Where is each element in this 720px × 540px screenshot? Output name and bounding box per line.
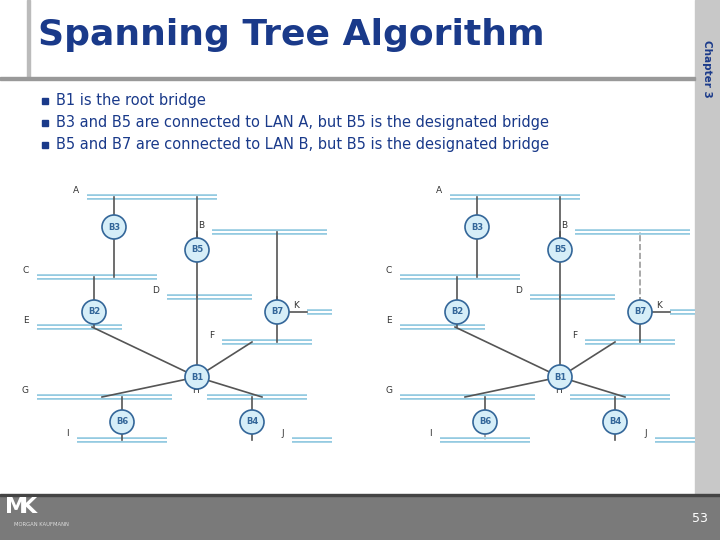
Text: B5 and B7 are connected to LAN B, but B5 is the designated bridge: B5 and B7 are connected to LAN B, but B5… <box>56 137 549 152</box>
Text: B: B <box>198 221 204 230</box>
Text: B4: B4 <box>609 417 621 427</box>
Text: 53: 53 <box>692 511 708 524</box>
Circle shape <box>603 410 627 434</box>
Circle shape <box>185 238 209 262</box>
Circle shape <box>240 410 264 434</box>
Bar <box>0 77 695 80</box>
Text: B6: B6 <box>479 417 491 427</box>
Circle shape <box>445 300 469 324</box>
Text: B3: B3 <box>108 222 120 232</box>
Bar <box>42 98 48 104</box>
Text: I: I <box>66 429 69 438</box>
Text: B5: B5 <box>191 246 203 254</box>
Bar <box>42 120 48 126</box>
Text: G: G <box>22 386 29 395</box>
Text: D: D <box>515 286 522 295</box>
Text: I: I <box>429 429 432 438</box>
Text: B4: B4 <box>246 417 258 427</box>
Text: F: F <box>209 331 214 340</box>
Text: C: C <box>386 266 392 275</box>
Circle shape <box>628 300 652 324</box>
Text: D: D <box>152 286 159 295</box>
Text: B7: B7 <box>271 307 283 316</box>
Text: B3 and B5 are connected to LAN A, but B5 is the designated bridge: B3 and B5 are connected to LAN A, but B5… <box>56 114 549 130</box>
Text: H: H <box>192 386 199 395</box>
Circle shape <box>548 238 572 262</box>
Text: B2: B2 <box>88 307 100 316</box>
Text: B1: B1 <box>554 373 566 381</box>
Text: K: K <box>20 497 37 517</box>
Bar <box>27 0 30 77</box>
Text: K: K <box>293 301 299 310</box>
Text: B7: B7 <box>634 307 646 316</box>
Text: A: A <box>73 186 79 195</box>
Text: B3: B3 <box>471 222 483 232</box>
Text: F: F <box>572 331 577 340</box>
Text: B2: B2 <box>451 307 463 316</box>
Text: B6: B6 <box>116 417 128 427</box>
Bar <box>695 0 720 540</box>
Circle shape <box>473 410 497 434</box>
Circle shape <box>465 215 489 239</box>
Text: MORGAN KAUFMANN: MORGAN KAUFMANN <box>14 523 69 528</box>
Text: B: B <box>561 221 567 230</box>
Text: B1 is the root bridge: B1 is the root bridge <box>56 92 206 107</box>
Text: Chapter 3: Chapter 3 <box>702 40 712 98</box>
Text: J: J <box>644 429 647 438</box>
Text: E: E <box>387 316 392 325</box>
Text: C: C <box>23 266 29 275</box>
Circle shape <box>102 215 126 239</box>
Text: Spanning Tree Algorithm: Spanning Tree Algorithm <box>38 18 544 52</box>
Text: K: K <box>656 301 662 310</box>
Text: E: E <box>23 316 29 325</box>
Bar <box>0 496 720 540</box>
Text: B1: B1 <box>191 373 203 381</box>
Circle shape <box>185 365 209 389</box>
Bar <box>42 142 48 148</box>
Text: B5: B5 <box>554 246 566 254</box>
Circle shape <box>548 365 572 389</box>
Text: M: M <box>5 497 27 517</box>
Circle shape <box>110 410 134 434</box>
Bar <box>0 494 720 496</box>
Circle shape <box>82 300 106 324</box>
Circle shape <box>265 300 289 324</box>
Text: A: A <box>436 186 442 195</box>
Text: H: H <box>555 386 562 395</box>
Text: G: G <box>385 386 392 395</box>
Text: J: J <box>282 429 284 438</box>
